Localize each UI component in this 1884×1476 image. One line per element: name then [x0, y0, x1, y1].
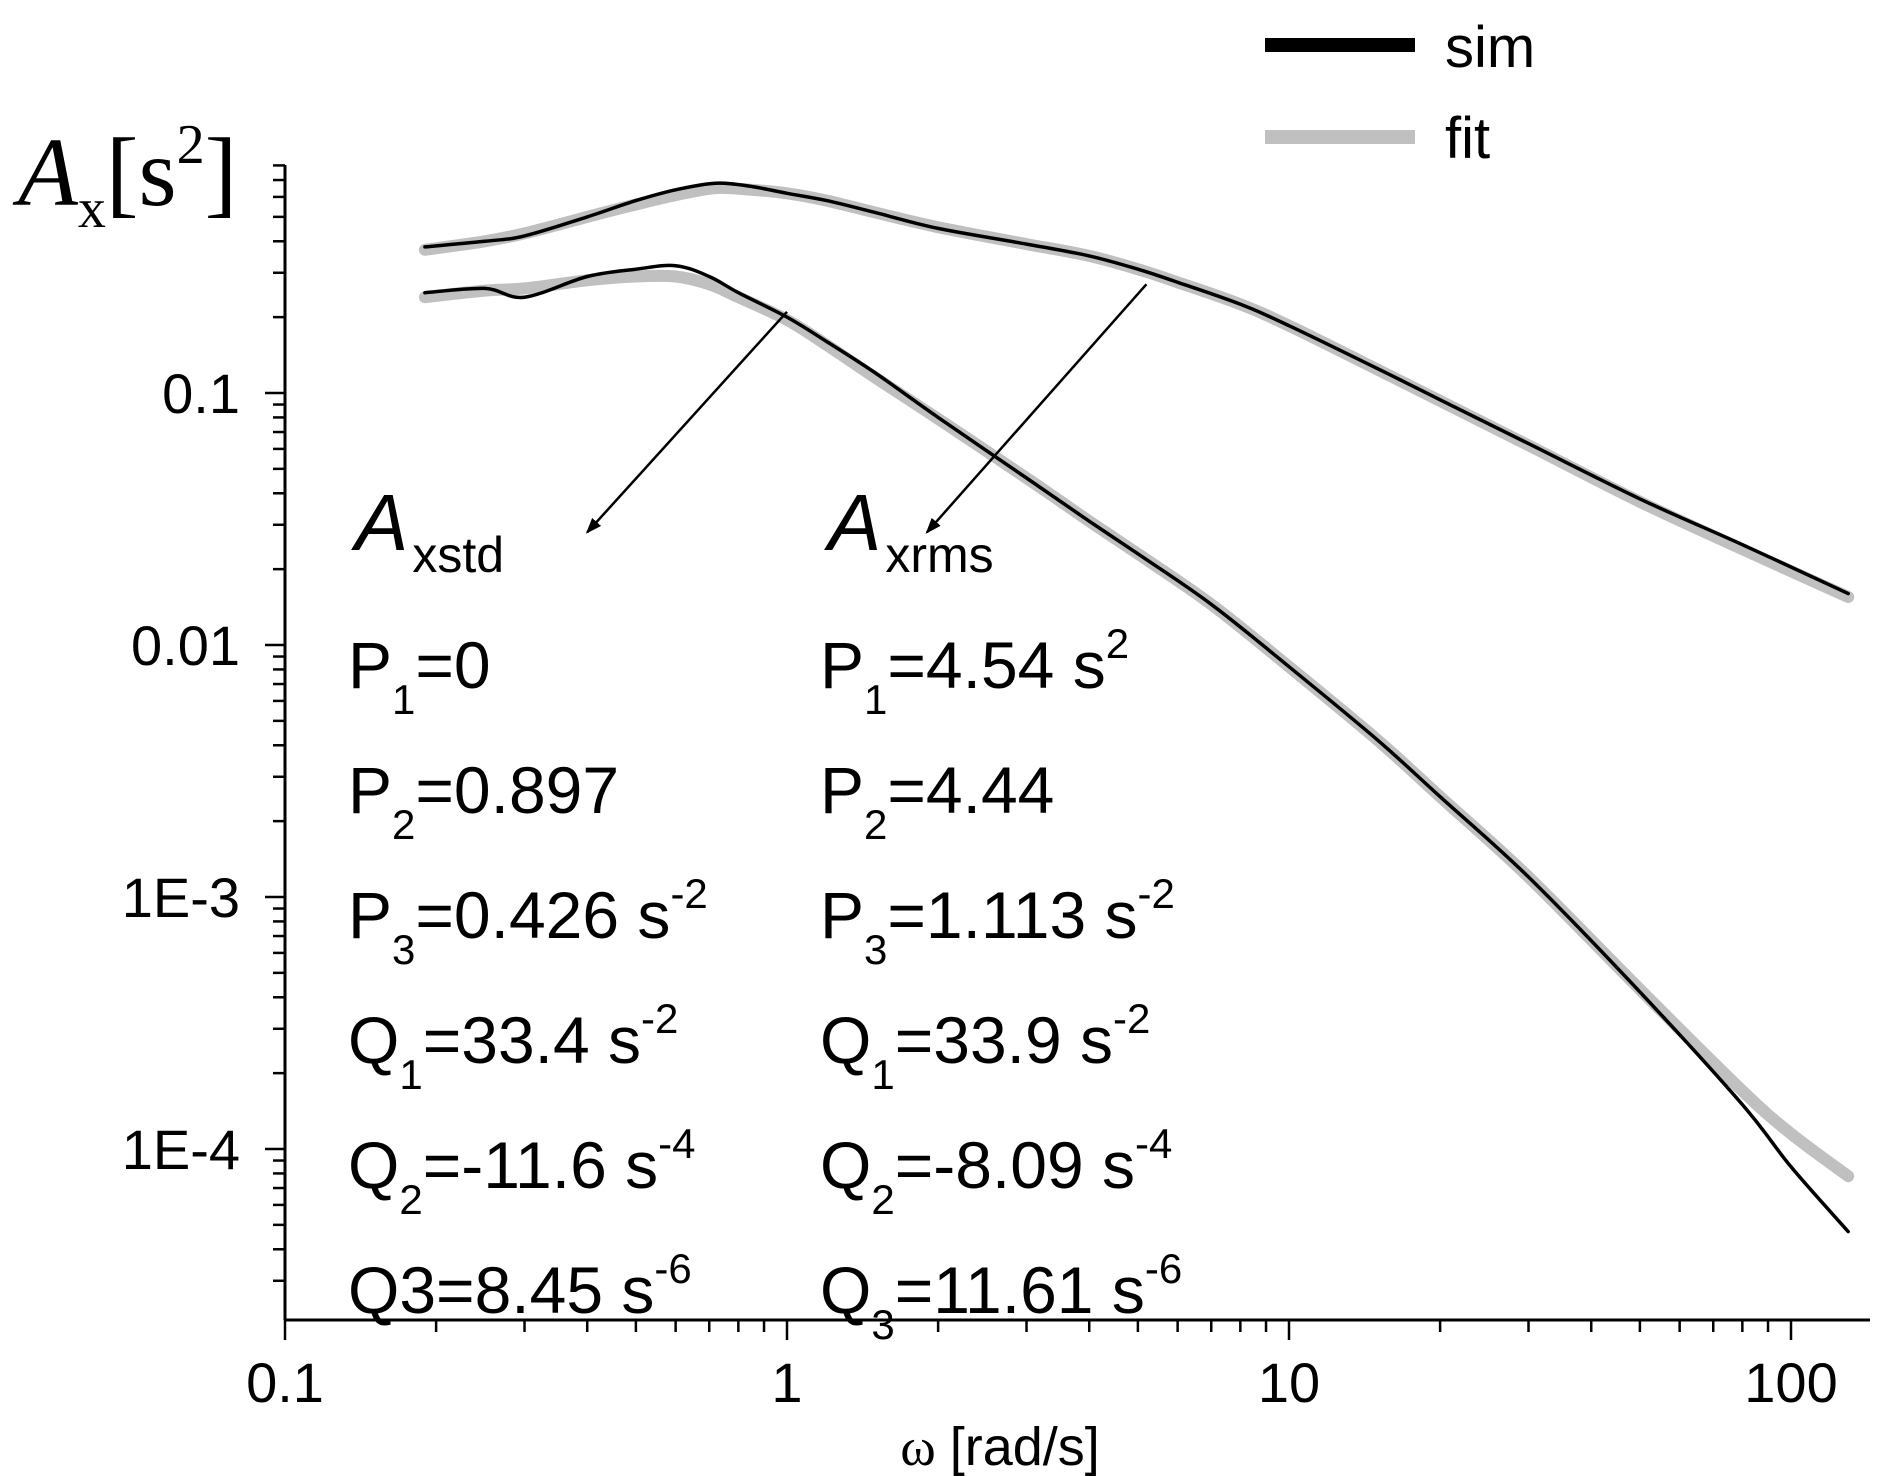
y-axis-label-sup: 2 — [177, 114, 205, 176]
x-tick-label: 100 — [1744, 1351, 1837, 1414]
series-line-axrms-fit — [418, 181, 1855, 603]
xrms-title-symbol: A — [824, 478, 881, 567]
y-tick-label: 1E-4 — [122, 1118, 240, 1181]
param-name: Q — [348, 1003, 399, 1077]
param-value: =11.61 s — [895, 1253, 1145, 1327]
y-tick-label: 0.1 — [162, 362, 240, 425]
series-layer — [418, 181, 1855, 1234]
param-value: =-11.6 s — [423, 1128, 658, 1202]
param-value: =1.113 s — [887, 878, 1137, 952]
x-tick-label: 1 — [771, 1351, 802, 1414]
param-line-xrms: P2=4.44 — [820, 753, 1054, 848]
param-name: P — [820, 628, 864, 702]
param-line-xrms: Q3=11.61 s-6 — [820, 1245, 1182, 1348]
param-sup: -2 — [1138, 870, 1175, 917]
x-axis-label-text: [rad/s] — [950, 1417, 1100, 1476]
param-value: =0 — [415, 628, 490, 702]
legend-sim-label: sim — [1445, 15, 1535, 80]
param-sub: 1 — [399, 1051, 422, 1098]
param-value: =0.426 s — [415, 878, 670, 952]
param-line-xstd: Q3=8.45 s-6 — [348, 1245, 692, 1327]
param-sub: 1 — [871, 1051, 894, 1098]
x-ticks: 0.1 1 10 100 — [246, 1320, 1838, 1414]
xstd-title-symbol: A — [351, 478, 408, 567]
xstd-title: Axstd — [351, 478, 504, 583]
y-ticks: 0.1 0.01 1E-3 1E-4 — [122, 164, 285, 1283]
param-sup: -2 — [670, 870, 707, 917]
y-axis-label-open: [s — [106, 119, 177, 227]
axes: 0.1 1 10 100 0.1 0.01 1E-3 1E-4 — [122, 164, 1870, 1414]
x-tick-label: 10 — [1258, 1351, 1320, 1414]
x-axis-label-symbol: ω — [900, 1417, 936, 1476]
x-tick-label: 0.1 — [246, 1351, 324, 1414]
param-sup: -6 — [654, 1245, 691, 1292]
param-name: P — [348, 878, 392, 952]
param-line-xstd: Q1=33.4 s-2 — [348, 995, 678, 1098]
param-line-xstd: P1=0 — [348, 628, 491, 723]
param-value: =4.44 — [887, 753, 1054, 827]
series-line-axrms-sim — [423, 181, 1850, 596]
legend: sim fit — [1265, 15, 1535, 171]
series-line-axstd-sim — [423, 263, 1850, 1234]
param-sub: 3 — [871, 1301, 894, 1348]
arrow-layer — [585, 283, 1148, 534]
param-sup: -4 — [658, 1120, 695, 1167]
param-sub: 3 — [864, 926, 887, 973]
y-axis-label-symbol: A — [12, 119, 79, 227]
param-value: =4.54 s — [887, 628, 1105, 702]
param-sup: -6 — [1145, 1245, 1182, 1292]
param-name: P — [820, 753, 864, 827]
param-value: =33.9 s — [895, 1003, 1113, 1077]
param-line-xrms: P3=1.113 s-2 — [820, 870, 1175, 973]
param-name: P — [348, 753, 392, 827]
param-name: Q — [820, 1128, 871, 1202]
param-sub: 2 — [399, 1176, 422, 1223]
param-line-xrms: Q1=33.9 s-2 — [820, 995, 1150, 1098]
param-sub: 1 — [864, 676, 887, 723]
param-sub: 2 — [392, 801, 415, 848]
xrms-title-sub: xrms — [885, 527, 993, 583]
annotation-arrow-xrms — [925, 283, 1148, 534]
param-sub: 1 — [392, 676, 415, 723]
y-axis-label-close: ] — [205, 119, 238, 227]
param-name: Q — [820, 1003, 871, 1077]
y-axis-label-sub: x — [78, 178, 106, 240]
param-sup: 2 — [1106, 620, 1129, 667]
xrms-title: Axrms — [824, 478, 994, 583]
param-sub: 3 — [392, 926, 415, 973]
y-tick-label: 0.01 — [131, 614, 240, 677]
param-name: Q — [820, 1253, 871, 1327]
x-axis-label: ω [rad/s] — [900, 1417, 1100, 1476]
annotation-arrow-xstd — [585, 310, 788, 534]
param-sup: -2 — [1113, 995, 1150, 1042]
param-sup: -2 — [641, 995, 678, 1042]
param-line-xstd: P3=0.426 s-2 — [348, 870, 708, 973]
param-line-xrms: Q2=-8.09 s-4 — [820, 1120, 1172, 1223]
param-value: =-8.09 s — [895, 1128, 1135, 1202]
xstd-title-sub: xstd — [412, 527, 504, 583]
legend-fit-label: fit — [1445, 106, 1490, 171]
y-axis-label: Ax[s2] — [12, 114, 237, 240]
param-name: Q3 — [348, 1253, 436, 1327]
param-sub: 2 — [864, 801, 887, 848]
param-sub: 2 — [871, 1176, 894, 1223]
param-name: P — [820, 878, 864, 952]
param-value: =8.45 s — [436, 1253, 654, 1327]
param-value: =33.4 s — [423, 1003, 641, 1077]
param-sup: -4 — [1135, 1120, 1172, 1167]
param-line-xstd: P2=0.897 — [348, 753, 619, 848]
param-name: Q — [348, 1128, 399, 1202]
param-line-xrms: P1=4.54 s2 — [820, 620, 1129, 723]
param-value: =0.897 — [415, 753, 619, 827]
param-name: P — [348, 628, 392, 702]
param-line-xstd: Q2=-11.6 s-4 — [348, 1120, 695, 1223]
y-tick-label: 1E-3 — [122, 866, 240, 929]
